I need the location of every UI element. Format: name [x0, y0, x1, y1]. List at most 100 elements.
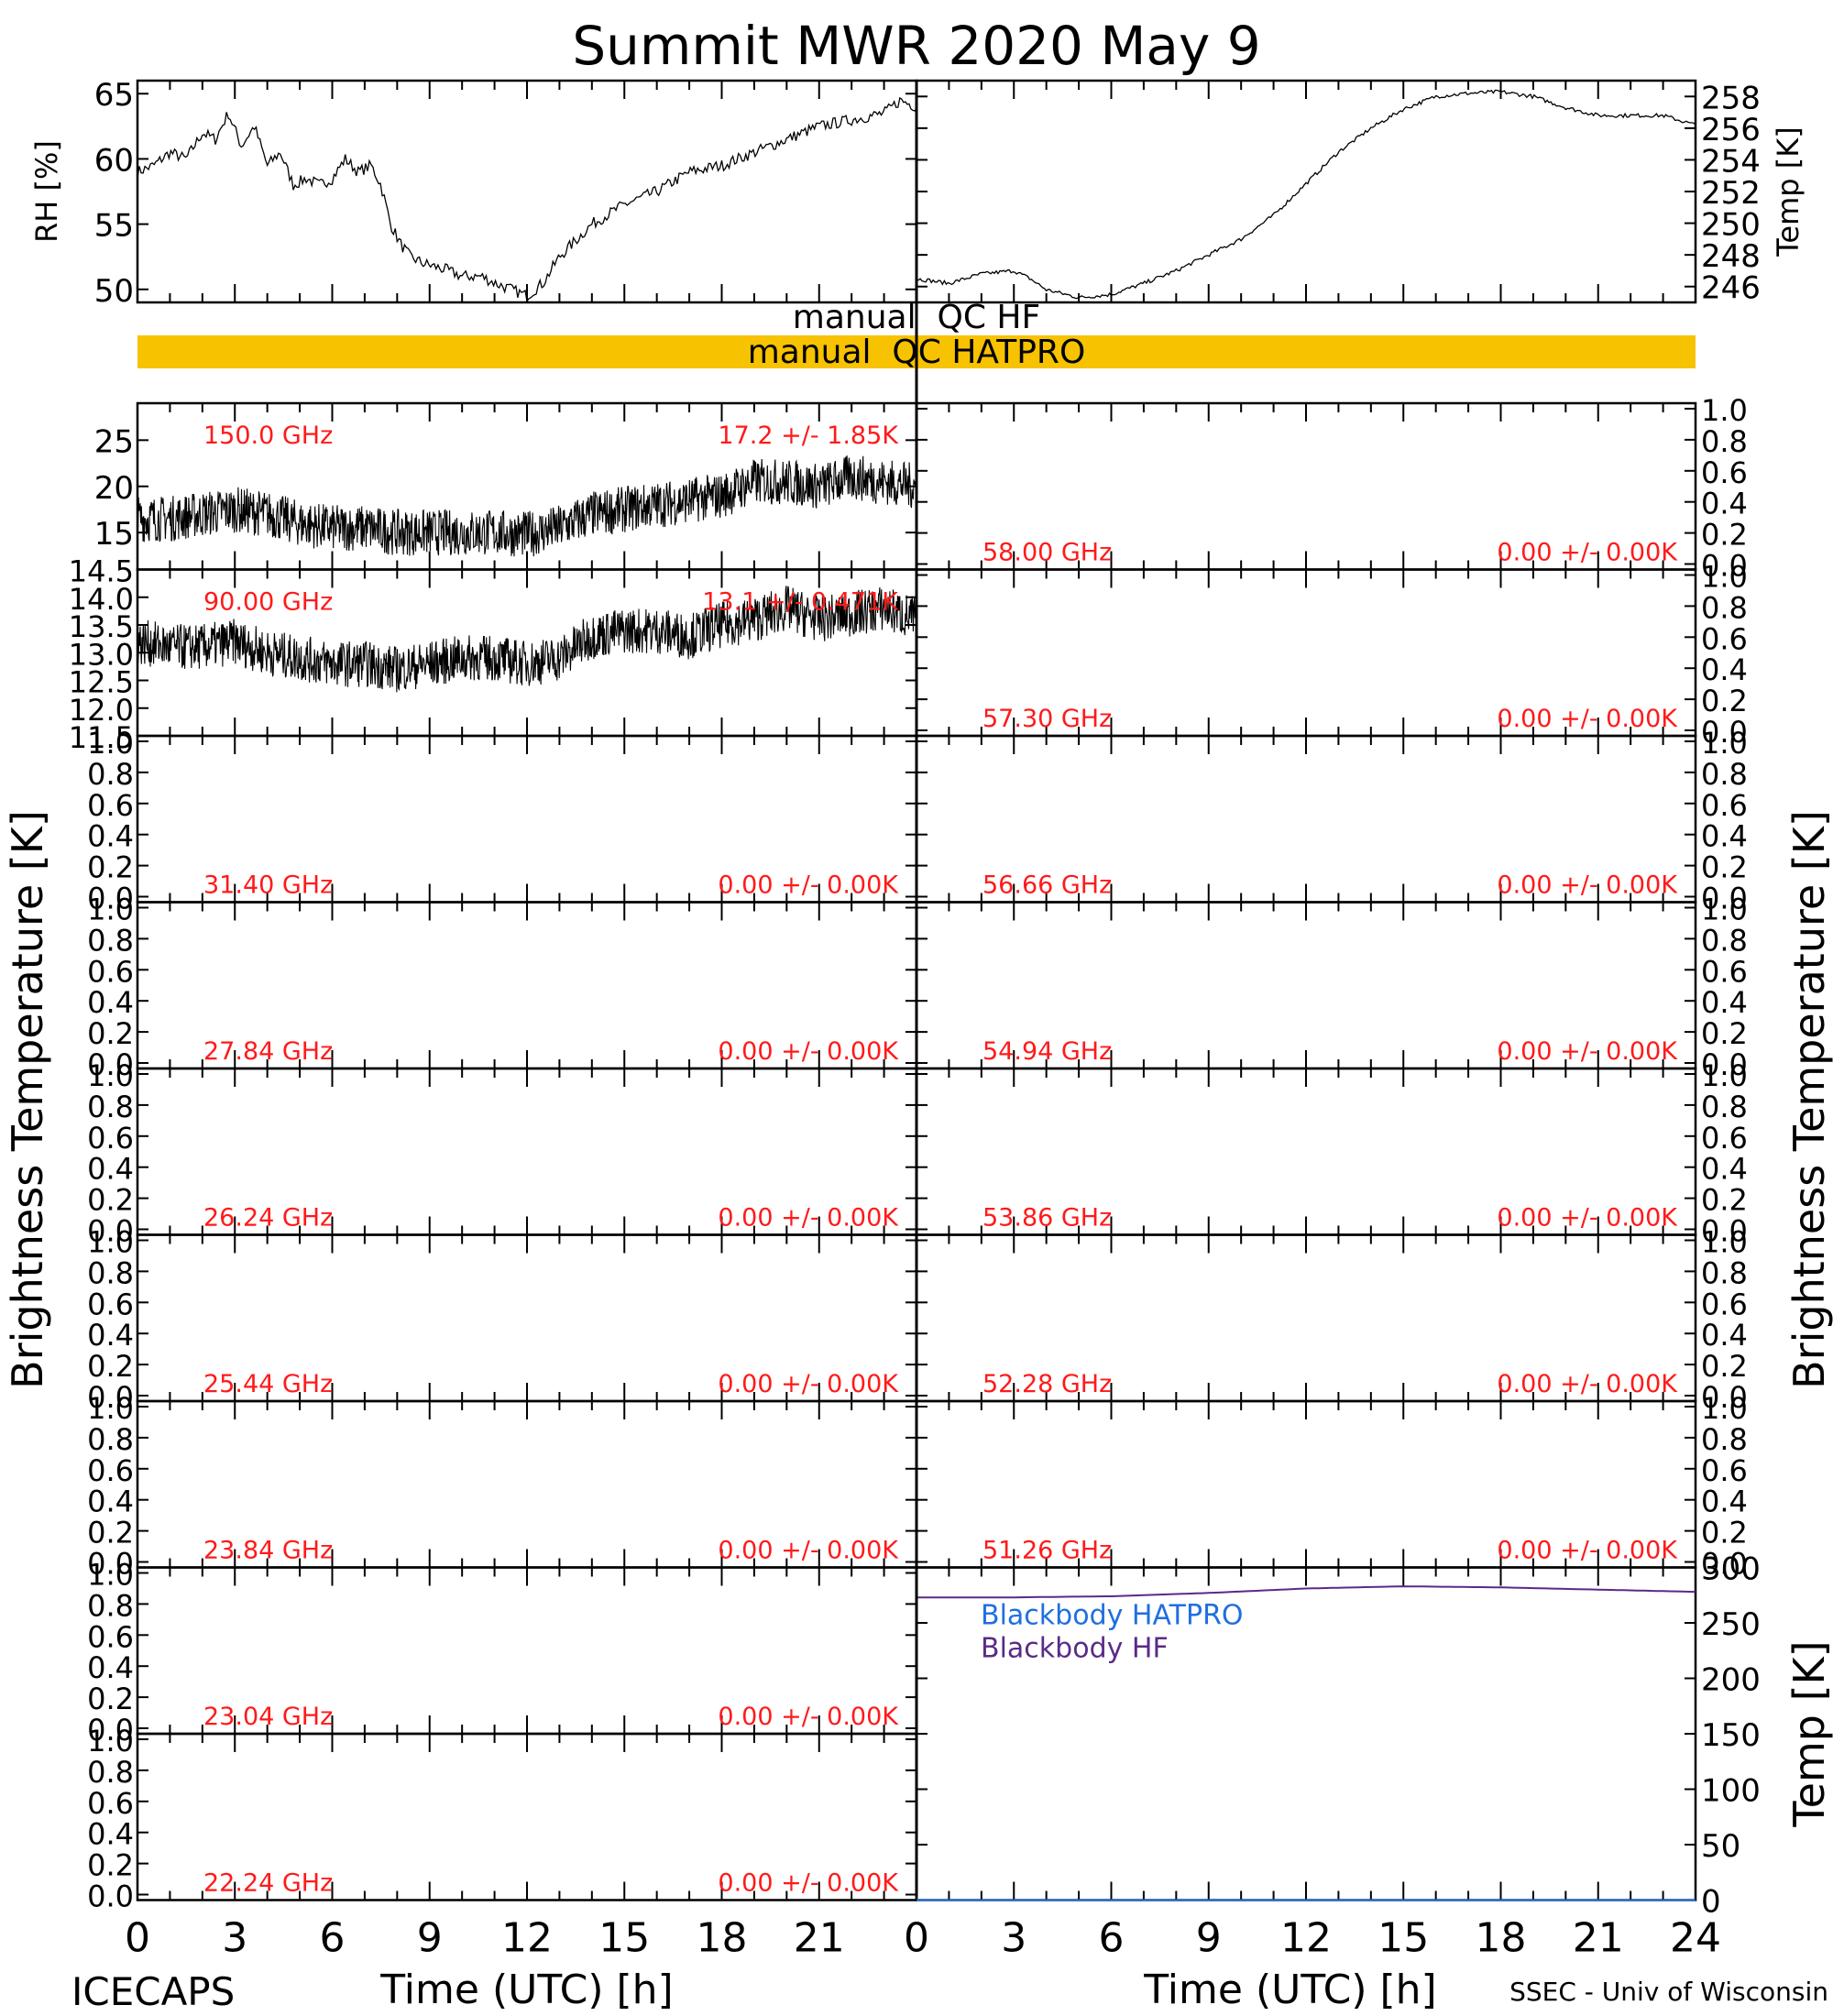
x-tick-label: 24 — [1670, 1915, 1721, 1962]
y-tick-label: 0.8 — [87, 923, 134, 958]
freq-label: 58.00 GHz — [982, 539, 1112, 567]
y-tick-label: 0.8 — [87, 1255, 134, 1290]
empty-panel: 1.00.80.60.40.20.0 51.26 GHz 0.00 +/- 0.00… — [915, 1391, 1748, 1582]
y-tick-label: 1.0 — [1701, 1391, 1748, 1426]
y-tick-label: 0.2 — [87, 1682, 134, 1716]
stat-label: 13.1 +/- 0.471K — [702, 588, 899, 617]
y-tick-label: 0.8 — [87, 1422, 134, 1457]
y-tick-label: 0.8 — [1701, 1090, 1748, 1124]
blackbody-series-line — [916, 1585, 1696, 1599]
y-tick-label: 1.0 — [87, 1558, 134, 1593]
y-tick-label: 0.2 — [1701, 684, 1748, 718]
freq-label: 22.24 GHz — [203, 1869, 333, 1898]
y-tick-label: 50 — [94, 273, 134, 310]
x-tick-labels: 0 3 6 9 12 15 18 21 0 3 6 9 12 15 18 21 24 — [125, 1915, 1721, 1962]
y-tick-label: 0.2 — [87, 1016, 134, 1051]
freq-label: 150.0 GHz — [203, 422, 333, 450]
y-tick-label: 1.0 — [1701, 393, 1748, 428]
freq-label: 53.86 GHz — [982, 1204, 1112, 1233]
y-tick-label: 1.0 — [87, 1058, 134, 1093]
y-tick-label: 0.6 — [1701, 788, 1748, 823]
x-tick-label: 6 — [320, 1915, 346, 1962]
freq-label: 54.94 GHz — [982, 1037, 1112, 1066]
tb-90-panel: 14.514.013.513.012.512.011.5 90.00 GHz 13.… — [69, 554, 918, 755]
y-tick-label: 0.4 — [1701, 819, 1748, 854]
empty-panel: 1.00.80.60.40.20.0 31.40 GHz 0.00 +/- 0.00… — [87, 726, 918, 916]
y-tick-label: 12.5 — [69, 665, 134, 700]
y-tick-label: 1.0 — [87, 1225, 134, 1260]
x-axis-title-left: Time (UTC) [h] — [379, 1967, 673, 2013]
y-axis-title-left: Brightness Temperature [K] — [3, 810, 52, 1389]
stat-label: 0.00 +/- 0.00K — [1497, 871, 1678, 900]
y-tick-label: 1.0 — [87, 1391, 134, 1426]
y-tick-label: 246 — [1701, 270, 1761, 307]
x-tick-label: 21 — [1573, 1915, 1624, 1962]
x-tick-label: 3 — [222, 1915, 247, 1962]
y-tick-label: 250 — [1701, 1606, 1761, 1643]
stat-label: 17.2 +/- 1.85K — [718, 422, 899, 450]
y-tick-label: 0.8 — [1701, 1422, 1748, 1457]
y-tick-label: 0.8 — [87, 1090, 134, 1124]
freq-label: 27.84 GHz — [203, 1037, 333, 1066]
y-tick-label: 0.4 — [87, 985, 134, 1020]
x-tick-label: 9 — [417, 1915, 443, 1962]
rh-axis-label: RH [%] — [29, 140, 64, 243]
y-tick-label: 0.0 — [1701, 1380, 1748, 1415]
stat-label: 0.00 +/- 0.00K — [1497, 1204, 1678, 1233]
stat-label: 0.00 +/- 0.00K — [718, 1537, 899, 1565]
y-tick-label: 1.0 — [1701, 893, 1748, 927]
y-tick-label: 100 — [1701, 1773, 1761, 1810]
y-tick-label: 0.6 — [87, 1121, 134, 1156]
y-tick-label: 12.0 — [69, 693, 134, 728]
y-tick-label: 1.0 — [87, 1724, 134, 1759]
x-tick-label: 21 — [794, 1915, 845, 1962]
y-tick-label: 0.4 — [1701, 487, 1748, 521]
y-tick-label: 1.0 — [1701, 1058, 1748, 1093]
x-axis-title-right: Time (UTC) [h] — [1143, 1967, 1436, 2013]
y-tick-label: 0.0 — [1701, 549, 1748, 584]
y-tick-label: 0.0 — [87, 1047, 134, 1082]
freq-label: 52.28 GHz — [982, 1370, 1112, 1398]
y-tick-label: 0.6 — [1701, 1453, 1748, 1488]
y-tick-label: 0.6 — [87, 1453, 134, 1488]
x-tick-label: 12 — [1280, 1915, 1332, 1962]
freq-label: 57.30 GHz — [982, 705, 1112, 733]
stat-label: 0.00 +/- 0.00K — [1497, 705, 1678, 733]
stat-label: 0.00 +/- 0.00K — [718, 871, 899, 900]
y-tick-label: 0.8 — [1701, 590, 1748, 625]
y-tick-label: 150 — [1701, 1717, 1761, 1754]
freq-label: 51.26 GHz — [982, 1537, 1112, 1565]
stat-label: 0.00 +/- 0.00K — [1497, 1537, 1678, 1565]
freq-label: 23.04 GHz — [203, 1703, 333, 1731]
empty-panel: 1.00.80.60.40.20.0 52.28 GHz 0.00 +/- 0.00… — [915, 1225, 1748, 1415]
y-tick-label: 0.0 — [1701, 1214, 1748, 1249]
y-tick-label: 0.0 — [87, 1713, 134, 1748]
y-tick-label: 60 — [94, 142, 134, 179]
y-tick-label: 0.0 — [1701, 1547, 1748, 1582]
y-tick-label: 0.2 — [87, 1848, 134, 1883]
y-tick-label: 0.4 — [87, 1485, 134, 1519]
y-tick-label: 0.6 — [1701, 954, 1748, 989]
y-tick-label: 0.0 — [87, 1879, 134, 1914]
stat-label: 0.00 +/- 0.00K — [718, 1370, 899, 1398]
y-tick-label: 0.2 — [87, 1349, 134, 1384]
x-tick-label: 9 — [1196, 1915, 1222, 1962]
freq-label: 23.84 GHz — [203, 1537, 333, 1565]
y-tick-label: 248 — [1701, 238, 1761, 275]
stat-label: 0.00 +/- 0.00K — [1497, 1037, 1678, 1066]
y-tick-label: 25 — [94, 423, 134, 460]
y-tick-label: 65 — [94, 77, 134, 114]
y-tick-label: 0.0 — [87, 1547, 134, 1582]
stat-label: 0.00 +/- 0.00K — [718, 1037, 899, 1066]
y-tick-label: 0.8 — [87, 1588, 134, 1623]
y-tick-label: 0.0 — [1701, 882, 1748, 916]
y-tick-label: 55 — [94, 208, 134, 245]
y-tick-label: 0.8 — [1701, 923, 1748, 958]
temp-axis-label: Temp [K] — [1771, 126, 1806, 257]
tb-90-series-line — [137, 586, 917, 693]
y-tick-label: 0 — [1701, 1884, 1721, 1921]
stat-label: 0.00 +/- 0.00K — [1497, 539, 1678, 567]
y-tick-label: 0.6 — [87, 1619, 134, 1654]
legend-entry: Blackbody HF — [981, 1633, 1169, 1665]
